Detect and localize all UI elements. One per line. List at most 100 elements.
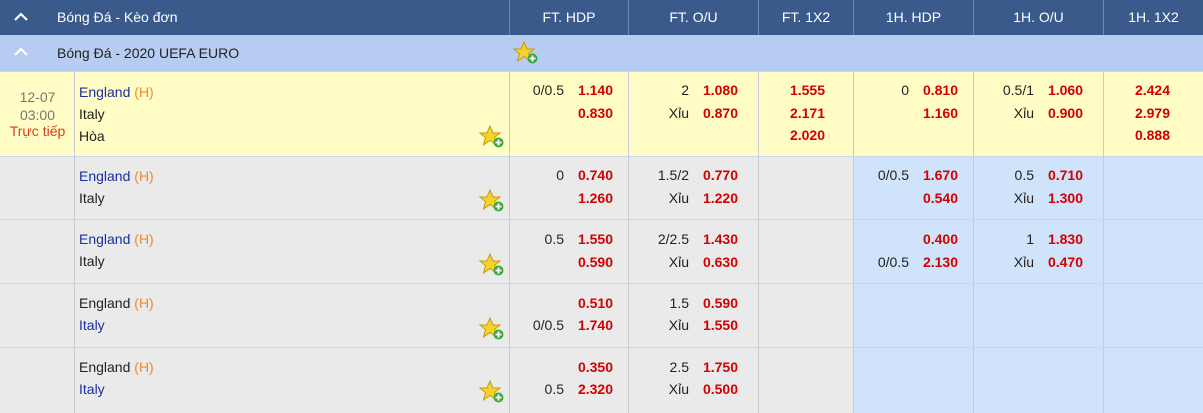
- 1h-hdp-line: 0/0.5: [877, 254, 909, 270]
- home-team[interactable]: England (H): [79, 168, 154, 184]
- add-favorite-star-icon[interactable]: [478, 252, 505, 277]
- 1h-hdp-away-odds[interactable]: 1.160: [922, 105, 958, 121]
- ft-hdp-away-odds[interactable]: 1.740: [577, 317, 613, 333]
- away-team[interactable]: Italy: [79, 317, 105, 333]
- table-row: 12-07 03:00 Trực tiếp England (H) Italy …: [0, 71, 1203, 156]
- 1h-hdp-line: 0: [901, 82, 909, 98]
- ft-hdp-away-odds[interactable]: 0.830: [577, 105, 613, 121]
- league-name: Bóng Đá - 2020 UEFA EURO: [57, 45, 240, 61]
- 1h-ou-under-label: Xỉu: [1013, 190, 1034, 206]
- ft-ou-over-odds[interactable]: 0.770: [702, 167, 738, 183]
- league-row[interactable]: Bóng Đá - 2020 UEFA EURO: [0, 35, 1203, 71]
- col-1h-ou: 1H. O/U: [974, 0, 1104, 35]
- 1h-hdp-away-odds[interactable]: 2.130: [922, 254, 958, 270]
- 1h-ou-under-odds[interactable]: 0.470: [1047, 254, 1083, 270]
- 1h-ou-under-label: Xỉu: [1013, 105, 1034, 121]
- table-row: England (H) Italy 0 0.740 1.260 1.5/2 0.…: [0, 156, 1203, 219]
- away-team[interactable]: Italy: [79, 253, 105, 269]
- home-team[interactable]: England (H): [79, 84, 154, 100]
- 1h-1x2-draw[interactable]: 0.888: [1134, 127, 1170, 143]
- chevron-up-icon[interactable]: [14, 12, 28, 24]
- ft-ou-under-odds[interactable]: 0.870: [702, 105, 738, 121]
- match-time: 03:00: [19, 107, 56, 123]
- 1h-ou-over-odds[interactable]: 1.830: [1047, 231, 1083, 247]
- 1h-hdp-home-odds[interactable]: 0.810: [922, 82, 958, 98]
- ft-hdp-home-odds[interactable]: 1.140: [577, 82, 613, 98]
- table-row: England (H) Italy 0.350 0.5 2.320 2.5 1.…: [0, 347, 1203, 413]
- 1h-ou-line: 1: [1026, 231, 1034, 247]
- ft-hdp-home-odds[interactable]: 1.550: [577, 231, 613, 247]
- 1h-hdp-home-odds[interactable]: 0.400: [922, 231, 958, 247]
- ft-1x2-home[interactable]: 1.555: [789, 82, 825, 98]
- ft-ou-under-odds[interactable]: 0.500: [702, 381, 738, 397]
- 1h-ou-under-odds[interactable]: 0.900: [1047, 105, 1083, 121]
- ft-hdp-line: 0/0.5: [532, 317, 564, 333]
- home-team[interactable]: England (H): [79, 359, 154, 375]
- ft-1x2-draw[interactable]: 2.020: [789, 127, 825, 143]
- add-favorite-star-icon[interactable]: [478, 124, 505, 149]
- draw-label: Hòa: [79, 128, 105, 144]
- table-row: England (H) Italy 0.510 0/0.5 1.740 1.5 …: [0, 283, 1203, 347]
- table-header: Bóng Đá - Kèo đơn FT. HDP FT. O/U FT. 1X…: [0, 0, 1203, 35]
- ft-hdp-line: 0/0.5: [532, 82, 564, 98]
- home-team[interactable]: England (H): [79, 295, 154, 311]
- add-favorite-star-icon[interactable]: [478, 188, 505, 213]
- col-ft-1x2: FT. 1X2: [759, 0, 854, 35]
- col-1h-1x2: 1H. 1X2: [1128, 9, 1179, 25]
- ft-hdp-line: 0: [556, 167, 564, 183]
- ft-hdp-home-odds[interactable]: 0.510: [577, 295, 613, 311]
- col-ft-ou: FT. O/U: [629, 0, 759, 35]
- ft-hdp-line: 0.5: [544, 231, 564, 247]
- ft-hdp-line: 0.5: [544, 381, 564, 397]
- ft-ou-over-odds[interactable]: 1.750: [702, 359, 738, 375]
- ft-ou-line: 1.5/2: [657, 167, 689, 183]
- header-title: Bóng Đá - Kèo đơn: [40, 0, 510, 35]
- 1h-ou-line: 0.5/1: [1002, 82, 1034, 98]
- ft-ou-under-label: Xỉu: [668, 105, 689, 121]
- ft-ou-under-label: Xỉu: [668, 381, 689, 397]
- ft-hdp-away-odds[interactable]: 0.590: [577, 254, 613, 270]
- ft-hdp-away-odds[interactable]: 2.320: [577, 381, 613, 397]
- 1h-1x2-home[interactable]: 2.424: [1134, 82, 1170, 98]
- 1h-ou-over-odds[interactable]: 1.060: [1047, 82, 1083, 98]
- ft-ou-over-odds[interactable]: 0.590: [702, 295, 738, 311]
- ft-ou-line: 2: [681, 82, 689, 98]
- add-favorite-star-icon[interactable]: [478, 316, 505, 341]
- ft-hdp-away-odds[interactable]: 1.260: [577, 190, 613, 206]
- 1h-1x2-away[interactable]: 2.979: [1134, 105, 1170, 121]
- ft-ou-line: 1.5: [669, 295, 689, 311]
- 1h-ou-under-label: Xỉu: [1013, 254, 1034, 270]
- ft-ou-under-label: Xỉu: [668, 254, 689, 270]
- home-team[interactable]: England (H): [79, 231, 154, 247]
- add-favorite-star-icon[interactable]: [512, 40, 539, 65]
- ft-ou-line: 2/2.5: [657, 231, 689, 247]
- ft-ou-under-odds[interactable]: 1.220: [702, 190, 738, 206]
- 1h-ou-line: 0.5: [1014, 167, 1034, 183]
- ft-ou-line: 2.5: [669, 359, 689, 375]
- ft-ou-over-odds[interactable]: 1.430: [702, 231, 738, 247]
- ft-1x2-away[interactable]: 2.171: [789, 105, 825, 121]
- away-team[interactable]: Italy: [79, 106, 105, 122]
- ft-ou-under-label: Xỉu: [668, 190, 689, 206]
- live-status: Trực tiếp: [9, 123, 66, 139]
- 1h-hdp-away-odds[interactable]: 0.540: [922, 190, 958, 206]
- 1h-hdp-line: 0/0.5: [877, 167, 909, 183]
- col-1h-hdp: 1H. HDP: [854, 0, 974, 35]
- 1h-hdp-home-odds[interactable]: 1.670: [922, 167, 958, 183]
- ft-ou-over-odds[interactable]: 1.080: [702, 82, 738, 98]
- ft-ou-under-odds[interactable]: 0.630: [702, 254, 738, 270]
- 1h-ou-under-odds[interactable]: 1.300: [1047, 190, 1083, 206]
- col-ft-hdp: FT. HDP: [510, 0, 629, 35]
- away-team[interactable]: Italy: [79, 381, 105, 397]
- ft-ou-under-label: Xỉu: [668, 317, 689, 333]
- chevron-up-icon[interactable]: [14, 47, 28, 59]
- match-date: 12-07: [19, 89, 56, 105]
- ft-ou-under-odds[interactable]: 1.550: [702, 317, 738, 333]
- ft-hdp-home-odds[interactable]: 0.350: [577, 359, 613, 375]
- add-favorite-star-icon[interactable]: [478, 379, 505, 404]
- 1h-ou-over-odds[interactable]: 0.710: [1047, 167, 1083, 183]
- ft-hdp-home-odds[interactable]: 0.740: [577, 167, 613, 183]
- away-team[interactable]: Italy: [79, 190, 105, 206]
- table-row: England (H) Italy 0.5 1.550 0.590 2/2.5 …: [0, 219, 1203, 283]
